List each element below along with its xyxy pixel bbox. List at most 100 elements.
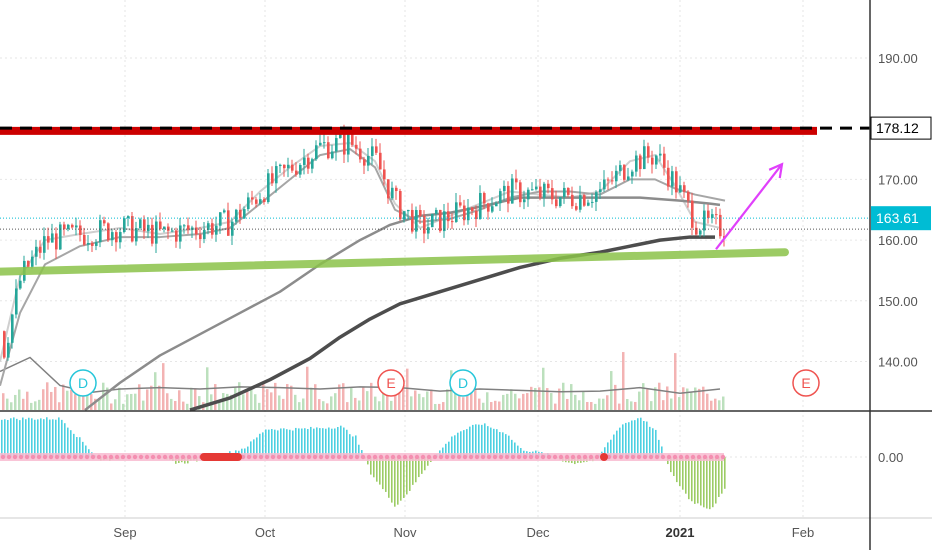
candle-body[interactable] <box>459 202 462 205</box>
candle-body[interactable] <box>91 243 94 246</box>
candle-body[interactable] <box>711 214 714 218</box>
candle-body[interactable] <box>591 202 594 203</box>
candle-body[interactable] <box>291 165 294 171</box>
candle-body[interactable] <box>235 210 238 222</box>
candle-body[interactable] <box>471 208 474 211</box>
candle-body[interactable] <box>283 165 286 168</box>
candle-body[interactable] <box>215 226 218 235</box>
candle-body[interactable] <box>451 221 454 222</box>
candle-body[interactable] <box>531 189 534 190</box>
candle-body[interactable] <box>159 222 162 230</box>
candle-body[interactable] <box>263 199 266 202</box>
candle-body[interactable] <box>367 156 370 166</box>
candle-body[interactable] <box>535 187 538 190</box>
candle-body[interactable] <box>511 178 514 203</box>
candle-body[interactable] <box>363 159 366 165</box>
candle-body[interactable] <box>95 242 98 246</box>
candle-body[interactable] <box>31 257 34 267</box>
candle-body[interactable] <box>651 158 654 165</box>
candle-body[interactable] <box>515 178 518 182</box>
candle-body[interactable] <box>347 134 350 154</box>
candle-body[interactable] <box>343 134 346 155</box>
candle-body[interactable] <box>355 145 358 149</box>
candle-body[interactable] <box>495 203 498 206</box>
candle-body[interactable] <box>371 146 374 156</box>
candle-body[interactable] <box>299 165 302 175</box>
candle-body[interactable] <box>7 343 10 358</box>
candle-body[interactable] <box>675 171 678 192</box>
candle-body[interactable] <box>19 281 22 289</box>
candle-body[interactable] <box>227 210 230 235</box>
candle-body[interactable] <box>443 211 446 231</box>
candle-body[interactable] <box>311 159 314 168</box>
candle-body[interactable] <box>135 228 138 241</box>
candle-body[interactable] <box>639 156 642 170</box>
candle-body[interactable] <box>619 165 622 171</box>
candle-body[interactable] <box>255 199 258 203</box>
candle-body[interactable] <box>491 206 494 211</box>
candle-body[interactable] <box>487 203 490 211</box>
candle-body[interactable] <box>239 210 242 219</box>
event-marker-label[interactable]: E <box>386 375 395 391</box>
candle-body[interactable] <box>87 243 90 245</box>
candle-body[interactable] <box>587 203 590 206</box>
candle-body[interactable] <box>179 225 182 241</box>
candle-body[interactable] <box>243 209 246 218</box>
candle-body[interactable] <box>683 185 686 192</box>
candle-body[interactable] <box>51 233 54 242</box>
candle-body[interactable] <box>315 145 318 159</box>
candle-body[interactable] <box>107 223 110 240</box>
candle-body[interactable] <box>15 288 18 314</box>
candle-body[interactable] <box>499 191 502 203</box>
candle-body[interactable] <box>699 231 702 235</box>
candle-body[interactable] <box>251 197 254 199</box>
candle-body[interactable] <box>139 219 142 228</box>
candle-body[interactable] <box>359 149 362 160</box>
candle-body[interactable] <box>623 165 626 180</box>
candle-body[interactable] <box>667 168 670 187</box>
candle-body[interactable] <box>183 225 186 226</box>
candle-body[interactable] <box>707 211 710 218</box>
candle-body[interactable] <box>439 210 442 231</box>
candle-body[interactable] <box>219 212 222 225</box>
candle-body[interactable] <box>647 146 650 157</box>
candle-body[interactable] <box>399 191 402 219</box>
candle-body[interactable] <box>55 233 58 249</box>
candle-body[interactable] <box>275 166 278 183</box>
candle-body[interactable] <box>63 224 66 229</box>
candle-body[interactable] <box>47 236 50 242</box>
candle-body[interactable] <box>483 193 486 203</box>
candle-body[interactable] <box>99 220 102 242</box>
candle-body[interactable] <box>663 154 666 168</box>
candle-body[interactable] <box>603 180 606 190</box>
candle-body[interactable] <box>431 214 434 227</box>
candle-body[interactable] <box>703 211 706 231</box>
candle-body[interactable] <box>171 230 174 231</box>
candle-body[interactable] <box>67 225 70 229</box>
candle-body[interactable] <box>395 188 398 191</box>
candle-body[interactable] <box>687 192 690 201</box>
candle-body[interactable] <box>411 210 414 232</box>
candle-body[interactable] <box>655 156 658 165</box>
candle-body[interactable] <box>579 195 582 210</box>
candle-body[interactable] <box>39 247 42 253</box>
candle-body[interactable] <box>3 331 6 357</box>
candle-body[interactable] <box>103 220 106 223</box>
candle-body[interactable] <box>71 225 74 228</box>
candle-body[interactable] <box>115 232 118 242</box>
candle-body[interactable] <box>247 197 250 209</box>
candle-body[interactable] <box>295 171 298 175</box>
candle-body[interactable] <box>27 261 30 267</box>
candle-body[interactable] <box>147 225 150 231</box>
candle-body[interactable] <box>379 153 382 170</box>
candle-body[interactable] <box>331 152 334 159</box>
candle-body[interactable] <box>539 187 542 198</box>
candle-body[interactable] <box>519 182 522 202</box>
candle-body[interactable] <box>203 230 206 239</box>
candle-body[interactable] <box>387 179 390 198</box>
candle-body[interactable] <box>287 165 290 168</box>
candle-body[interactable] <box>635 156 638 172</box>
candle-body[interactable] <box>479 193 482 219</box>
